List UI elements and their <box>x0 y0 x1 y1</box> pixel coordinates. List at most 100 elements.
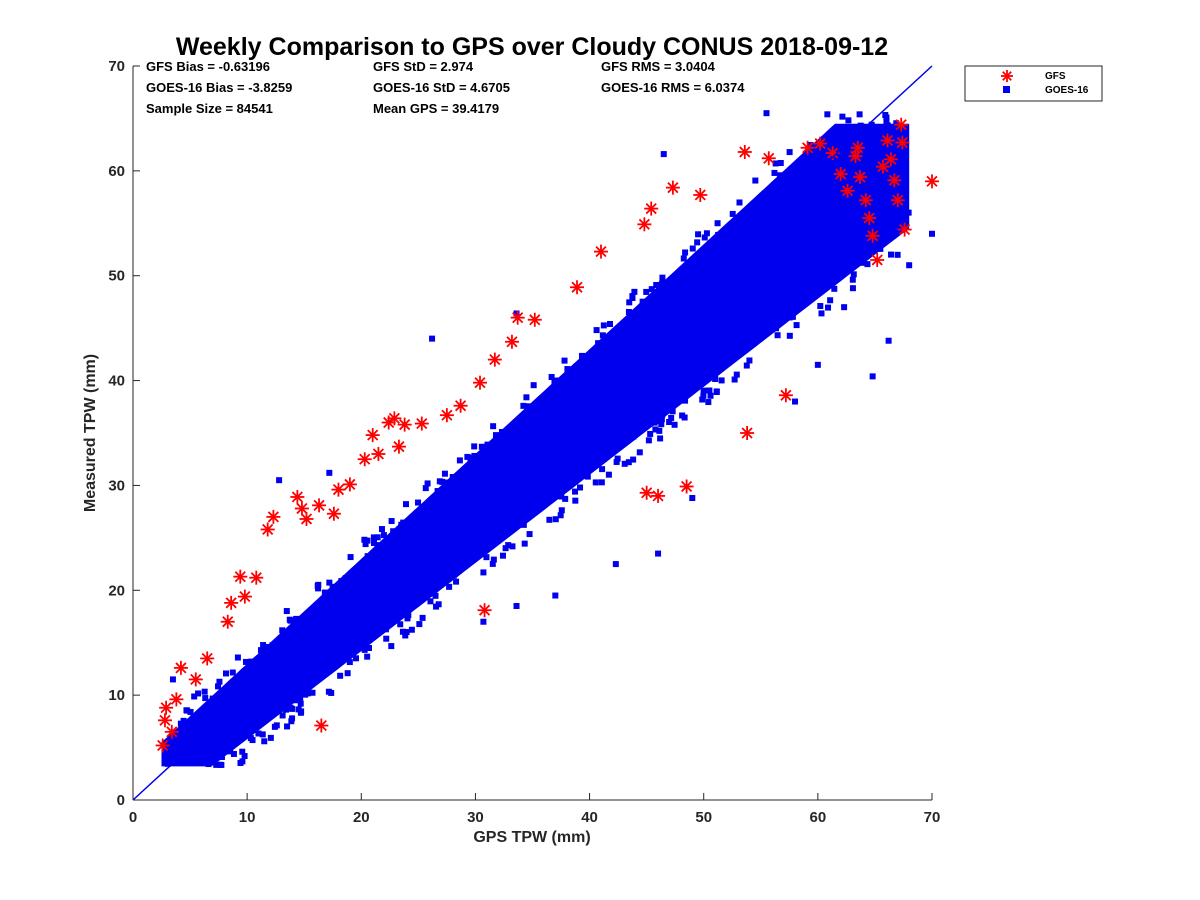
goes-16-point <box>759 247 766 254</box>
goes-16-point <box>253 671 260 678</box>
goes-16-point <box>207 709 214 716</box>
goes-16-point <box>594 442 601 449</box>
x-ticks: 0 10 20 30 40 50 60 70 <box>129 793 940 826</box>
gfs-series <box>155 117 939 753</box>
goes-16-point <box>357 613 364 620</box>
goes-16-point <box>787 247 794 254</box>
goes-16-point <box>659 279 666 286</box>
goes-16-point <box>315 585 322 592</box>
goes-16-point <box>738 245 745 252</box>
goes-16-point <box>858 135 865 142</box>
goes-16-point <box>600 389 607 396</box>
goes-16-point <box>174 753 181 760</box>
gfs-point <box>880 133 895 148</box>
gfs-point <box>169 692 184 707</box>
goes-16-point <box>829 233 836 240</box>
goes-16-point <box>713 388 720 395</box>
legend: GFS GOES-16 <box>964 65 1103 102</box>
goes-16-point <box>727 316 734 323</box>
goes-16-point <box>568 461 575 468</box>
goes-16-point <box>760 228 767 235</box>
goes-16-point <box>242 658 249 665</box>
gfs-point <box>453 398 468 413</box>
gfs-point <box>510 310 525 325</box>
x-tick-label: 60 <box>810 809 827 826</box>
goes-16-point <box>241 688 248 695</box>
goes-16-point <box>582 393 589 400</box>
goes-16-point <box>694 239 701 246</box>
goes-16-point <box>520 521 527 528</box>
goes-16-point <box>398 544 405 551</box>
goes-16-point <box>363 597 370 604</box>
goes-16-point <box>558 460 565 467</box>
goes-16-point <box>416 621 423 628</box>
goes-16-point <box>559 447 566 454</box>
goes-16-point <box>699 396 706 403</box>
goes-16-point <box>376 615 383 622</box>
y-tick-label: 50 <box>108 268 125 285</box>
goes-16-point <box>821 164 828 171</box>
goes-16-point <box>379 573 386 580</box>
goes-16-point <box>456 457 463 464</box>
goes-16-point <box>300 653 307 660</box>
goes-16-point <box>583 427 590 434</box>
goes-16-point <box>396 537 403 544</box>
goes-16-point <box>495 450 502 457</box>
goes-16-point <box>669 408 676 415</box>
goes-16-point <box>625 459 632 466</box>
goes-16-point <box>599 332 606 339</box>
goes-16-point <box>683 353 690 360</box>
goes-16-point <box>397 621 404 628</box>
goes-16-point <box>512 450 519 457</box>
goes-16-point <box>221 717 228 724</box>
goes-16-point <box>724 226 731 233</box>
goes-16-point <box>271 723 278 730</box>
goes-16-point <box>849 199 856 206</box>
goes-16-point <box>651 393 658 400</box>
goes-16-point <box>642 308 649 315</box>
goes-16-point <box>668 414 675 421</box>
x-tick-label: 50 <box>695 809 712 826</box>
goes-16-point <box>775 228 782 235</box>
goes-16-point <box>863 247 870 254</box>
goes-16-point <box>499 552 506 559</box>
gfs-point <box>887 173 902 188</box>
goes-16-point <box>795 234 802 241</box>
goes-16-point <box>402 632 409 639</box>
goes-16-point <box>524 470 531 477</box>
goes-16-point <box>852 228 859 235</box>
goes-16-point <box>444 547 451 554</box>
goes-16-point <box>836 206 843 213</box>
goes-16-point <box>689 495 696 502</box>
goes-16-point <box>326 648 333 655</box>
gfs-point <box>865 228 880 243</box>
y-tick-label: 10 <box>108 687 125 704</box>
goes-16-point <box>480 618 487 625</box>
goes-16-point <box>288 639 295 646</box>
goes-16-point <box>221 710 228 717</box>
goes-16-point <box>706 346 713 353</box>
goes-16-point <box>373 547 380 554</box>
goes-16-point <box>350 587 357 594</box>
goes-16-point <box>653 281 660 288</box>
goes-16-point <box>594 357 601 364</box>
goes-16-point <box>719 312 726 319</box>
goes-16-point <box>742 311 749 318</box>
goes-16-point <box>661 284 668 291</box>
goes-16-point <box>731 376 738 383</box>
gfs-point <box>237 589 252 604</box>
stat-mean-gps: Mean GPS = 39.4179 <box>373 101 499 116</box>
goes-16-point <box>682 359 689 366</box>
goes-16-point <box>509 543 516 550</box>
goes-16-point <box>305 671 312 678</box>
goes-16-point <box>654 388 661 395</box>
goes-16-point <box>714 354 721 361</box>
goes-16-point <box>336 603 343 610</box>
gfs-point <box>858 193 873 208</box>
gfs-point <box>895 135 910 150</box>
goes-16-point <box>848 241 855 248</box>
gfs-point <box>188 672 203 687</box>
goes-16-point <box>218 754 225 761</box>
goes-16-point <box>658 421 665 428</box>
goes-16-point <box>753 214 760 221</box>
